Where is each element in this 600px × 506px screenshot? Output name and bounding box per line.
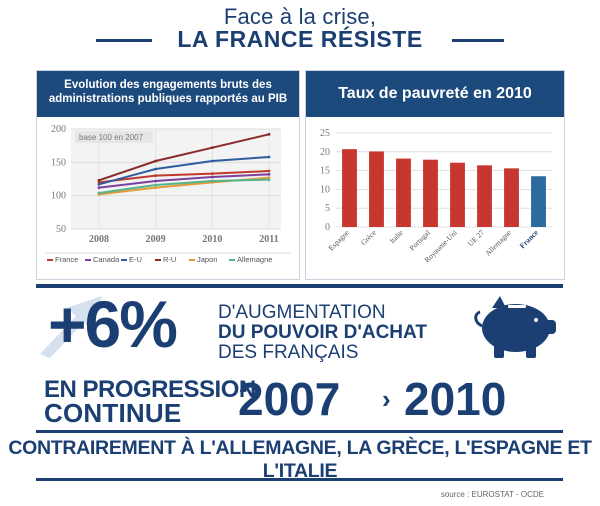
- legend-label: Canada: [93, 255, 120, 264]
- legend-label: France: [55, 255, 78, 264]
- category-label: Allemagne: [483, 228, 513, 258]
- x-tick-label: 2008: [89, 234, 109, 245]
- year-end: 2010: [404, 373, 507, 425]
- progression-line-2: CONTINUE: [44, 398, 182, 428]
- annotation-box: base 100 en 2007: [75, 131, 153, 143]
- category-label: Espagne: [327, 228, 352, 253]
- series-point: [267, 169, 271, 173]
- y-tick-label: 150: [51, 157, 66, 168]
- y-tick-label: 25: [320, 128, 330, 139]
- line-chart: 50 100 150 200 2008 2009 2010 2011 base 100 en 2…: [45, 124, 291, 264]
- y-tick-label: 200: [51, 124, 66, 135]
- series-point: [97, 186, 101, 190]
- series-point: [97, 180, 101, 184]
- piggy-bank-icon: [474, 296, 556, 358]
- series-point: [267, 155, 271, 159]
- series-point: [154, 174, 158, 178]
- category-label: Portugal: [408, 228, 432, 252]
- left-chart-panel: Evolution des engagements bruts des admi…: [36, 70, 300, 280]
- series-line-e-u: [98, 156, 270, 186]
- bar-portugal: [423, 159, 438, 227]
- category-label: UE 27: [466, 228, 486, 248]
- series-point: [154, 167, 158, 171]
- stat-line-3: DES FRANÇAIS: [218, 342, 359, 363]
- series-point: [154, 159, 158, 163]
- title-line-2: LA FRANCE RÉSISTE: [177, 26, 423, 52]
- statement-rule-top: [36, 430, 563, 433]
- bar-espagne: [342, 149, 357, 227]
- y-tick-label: 20: [320, 147, 330, 158]
- x-tick-label: 2011: [259, 234, 278, 245]
- series-line-r-u: [98, 133, 270, 182]
- series-point: [97, 191, 101, 195]
- legend-swatch: [189, 259, 195, 261]
- series-point: [97, 182, 101, 186]
- series-point: [154, 183, 158, 187]
- series-point: [210, 179, 214, 183]
- legend-swatch: [47, 259, 53, 261]
- bar-allemagne: [504, 168, 519, 227]
- x-tick-label: 2010: [202, 234, 222, 245]
- stat-value: +6%: [48, 287, 178, 361]
- y-tick-label: 5: [325, 203, 330, 214]
- bar-grèce: [369, 151, 384, 227]
- annotation-text: base 100 en 2007: [79, 133, 144, 142]
- progression-line-1: EN PROGRESSION: [44, 376, 256, 403]
- legend-swatch: [85, 259, 91, 261]
- series-point: [210, 146, 214, 150]
- category-label: Italie: [388, 228, 406, 246]
- series-point: [210, 172, 214, 176]
- up-arrow-icon: [40, 296, 102, 358]
- chevron-right-icon: ›: [382, 384, 391, 414]
- stat-line-1: D'AUGMENTATION: [218, 302, 386, 323]
- legend-label: E-U: [129, 255, 142, 264]
- category-label: Grèce: [359, 228, 378, 247]
- title-rule-left: [96, 39, 152, 42]
- bar-royaume-uni: [450, 162, 465, 227]
- bar-ue 27: [477, 165, 492, 227]
- series-point: [267, 176, 271, 180]
- y-tick-label: 10: [320, 184, 330, 195]
- right-panel-title: Taux de pauvreté en 2010: [306, 71, 564, 117]
- x-tick-label: 2009: [146, 234, 166, 245]
- y-tick-label: 0: [325, 222, 330, 233]
- y-tick-label: 15: [320, 166, 330, 177]
- statement-text: CONTRAIREMENT À L'ALLEMAGNE, LA GRÈCE, L…: [8, 437, 592, 482]
- stat-line-2: DU POUVOIR D'ACHAT: [218, 322, 427, 343]
- bar-france: [531, 176, 546, 227]
- series-point: [210, 159, 214, 163]
- category-label: France: [518, 228, 541, 251]
- series-point: [154, 186, 158, 190]
- series-point: [97, 178, 101, 182]
- title-rule-right: [452, 39, 504, 42]
- y-tick-label: 50: [56, 224, 66, 235]
- year-start: 2007: [238, 373, 341, 425]
- series-line-canada: [98, 173, 270, 189]
- legend-swatch: [155, 259, 161, 261]
- legend-label: Japon: [197, 255, 217, 264]
- series-point: [154, 179, 158, 183]
- legend-swatch: [121, 259, 127, 261]
- series-point: [267, 178, 271, 182]
- legend-label: Allemagne: [237, 255, 272, 264]
- title-line-1: Face à la crise,: [223, 4, 377, 29]
- y-tick-label: 100: [51, 191, 66, 202]
- series-point: [267, 172, 271, 176]
- series-point: [210, 175, 214, 179]
- spacer: [36, 366, 563, 367]
- bar-italie: [396, 158, 411, 227]
- series-point: [267, 132, 271, 136]
- source-note: source : EUROSTAT - OCDE: [440, 490, 544, 499]
- section-divider: [36, 284, 563, 288]
- right-chart-panel: Taux de pauvreté en 2010 0 5 10 15 20 25 Espag…: [305, 70, 565, 280]
- series-line-france: [98, 170, 270, 184]
- left-panel-title: Evolution des engagements bruts des admi…: [37, 71, 299, 117]
- statement-rule-bottom: [36, 478, 563, 481]
- series-line-allemagne: [98, 178, 270, 194]
- annotation-bg: [75, 131, 153, 143]
- legend-label: R-U: [163, 255, 176, 264]
- legend-swatch: [229, 259, 235, 261]
